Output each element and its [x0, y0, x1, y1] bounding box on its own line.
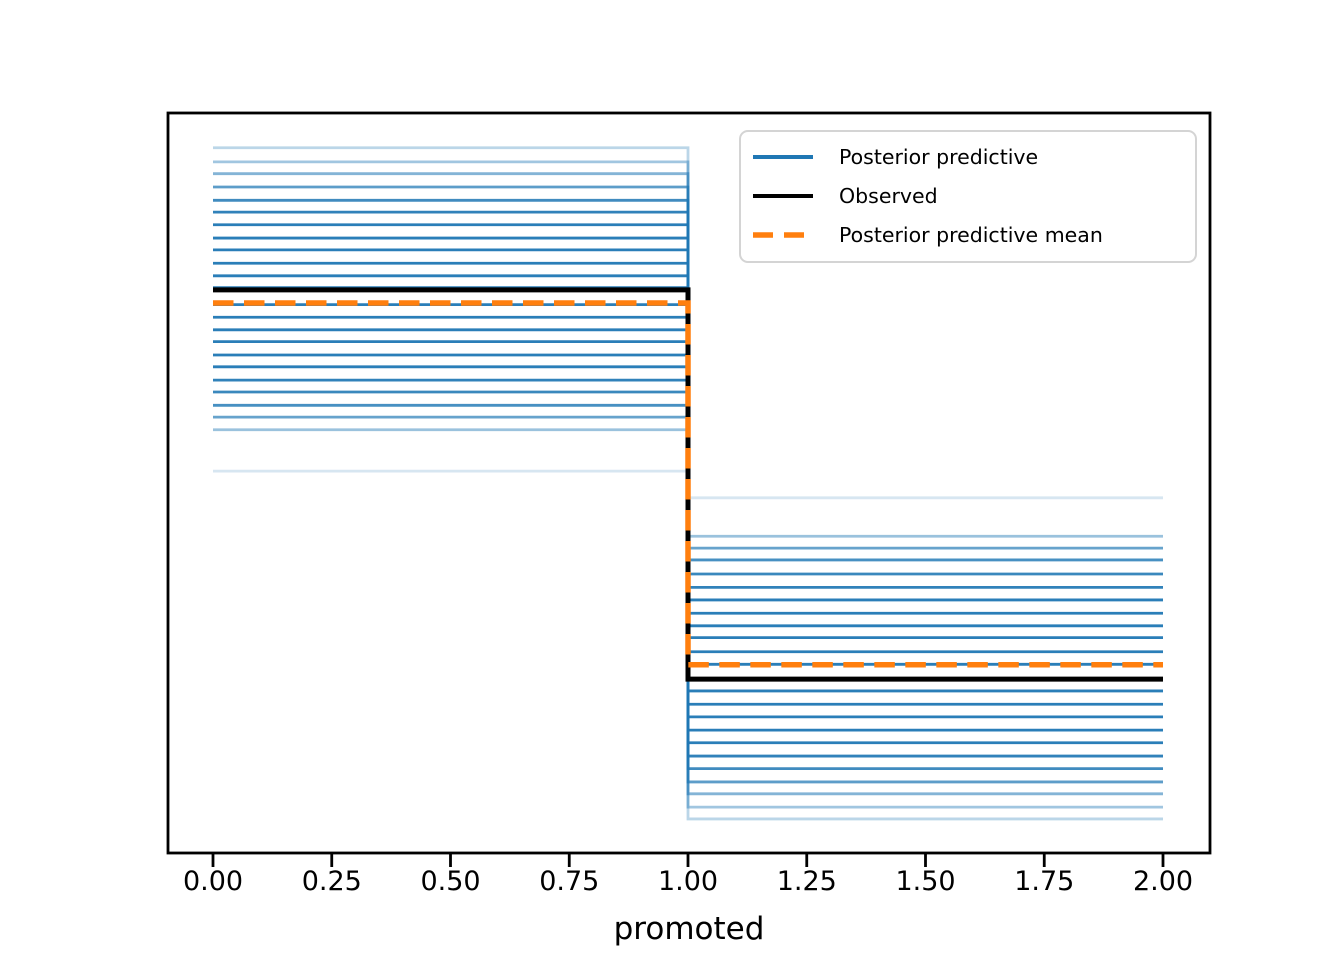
legend-item-label: Posterior predictive: [839, 145, 1039, 170]
x-tick-label: 1.00: [657, 866, 719, 897]
x-tick-label: 0.75: [539, 866, 600, 897]
legend-line-posterior-predictive-mean-icon: [753, 232, 813, 239]
legend-item: Posterior predictive mean: [751, 224, 1185, 247]
x-tick-label: 0.50: [420, 866, 481, 897]
legend-line-posterior-predictive-icon: [753, 155, 813, 160]
x-tick-label: 2.00: [1132, 866, 1194, 897]
posterior-predictive-mean-line: [213, 300, 1163, 668]
x-tick-label: 0.25: [301, 866, 362, 897]
legend-line-observed-icon: [753, 194, 813, 199]
legend: Posterior predictive Observed Posterior pr…: [739, 130, 1197, 263]
legend-item: Posterior predictive: [751, 146, 1185, 169]
legend-item: Observed: [751, 185, 1185, 208]
legend-item-label: Observed: [839, 184, 938, 209]
x-tick-label: 0.00: [182, 866, 244, 897]
legend-item-label: Posterior predictive mean: [839, 223, 1103, 248]
x-tick-label: 1.50: [895, 866, 956, 897]
x-axis-label: promoted: [613, 911, 765, 947]
x-tick-label: 1.25: [776, 866, 837, 897]
x-tick-label: 1.75: [1014, 866, 1075, 897]
